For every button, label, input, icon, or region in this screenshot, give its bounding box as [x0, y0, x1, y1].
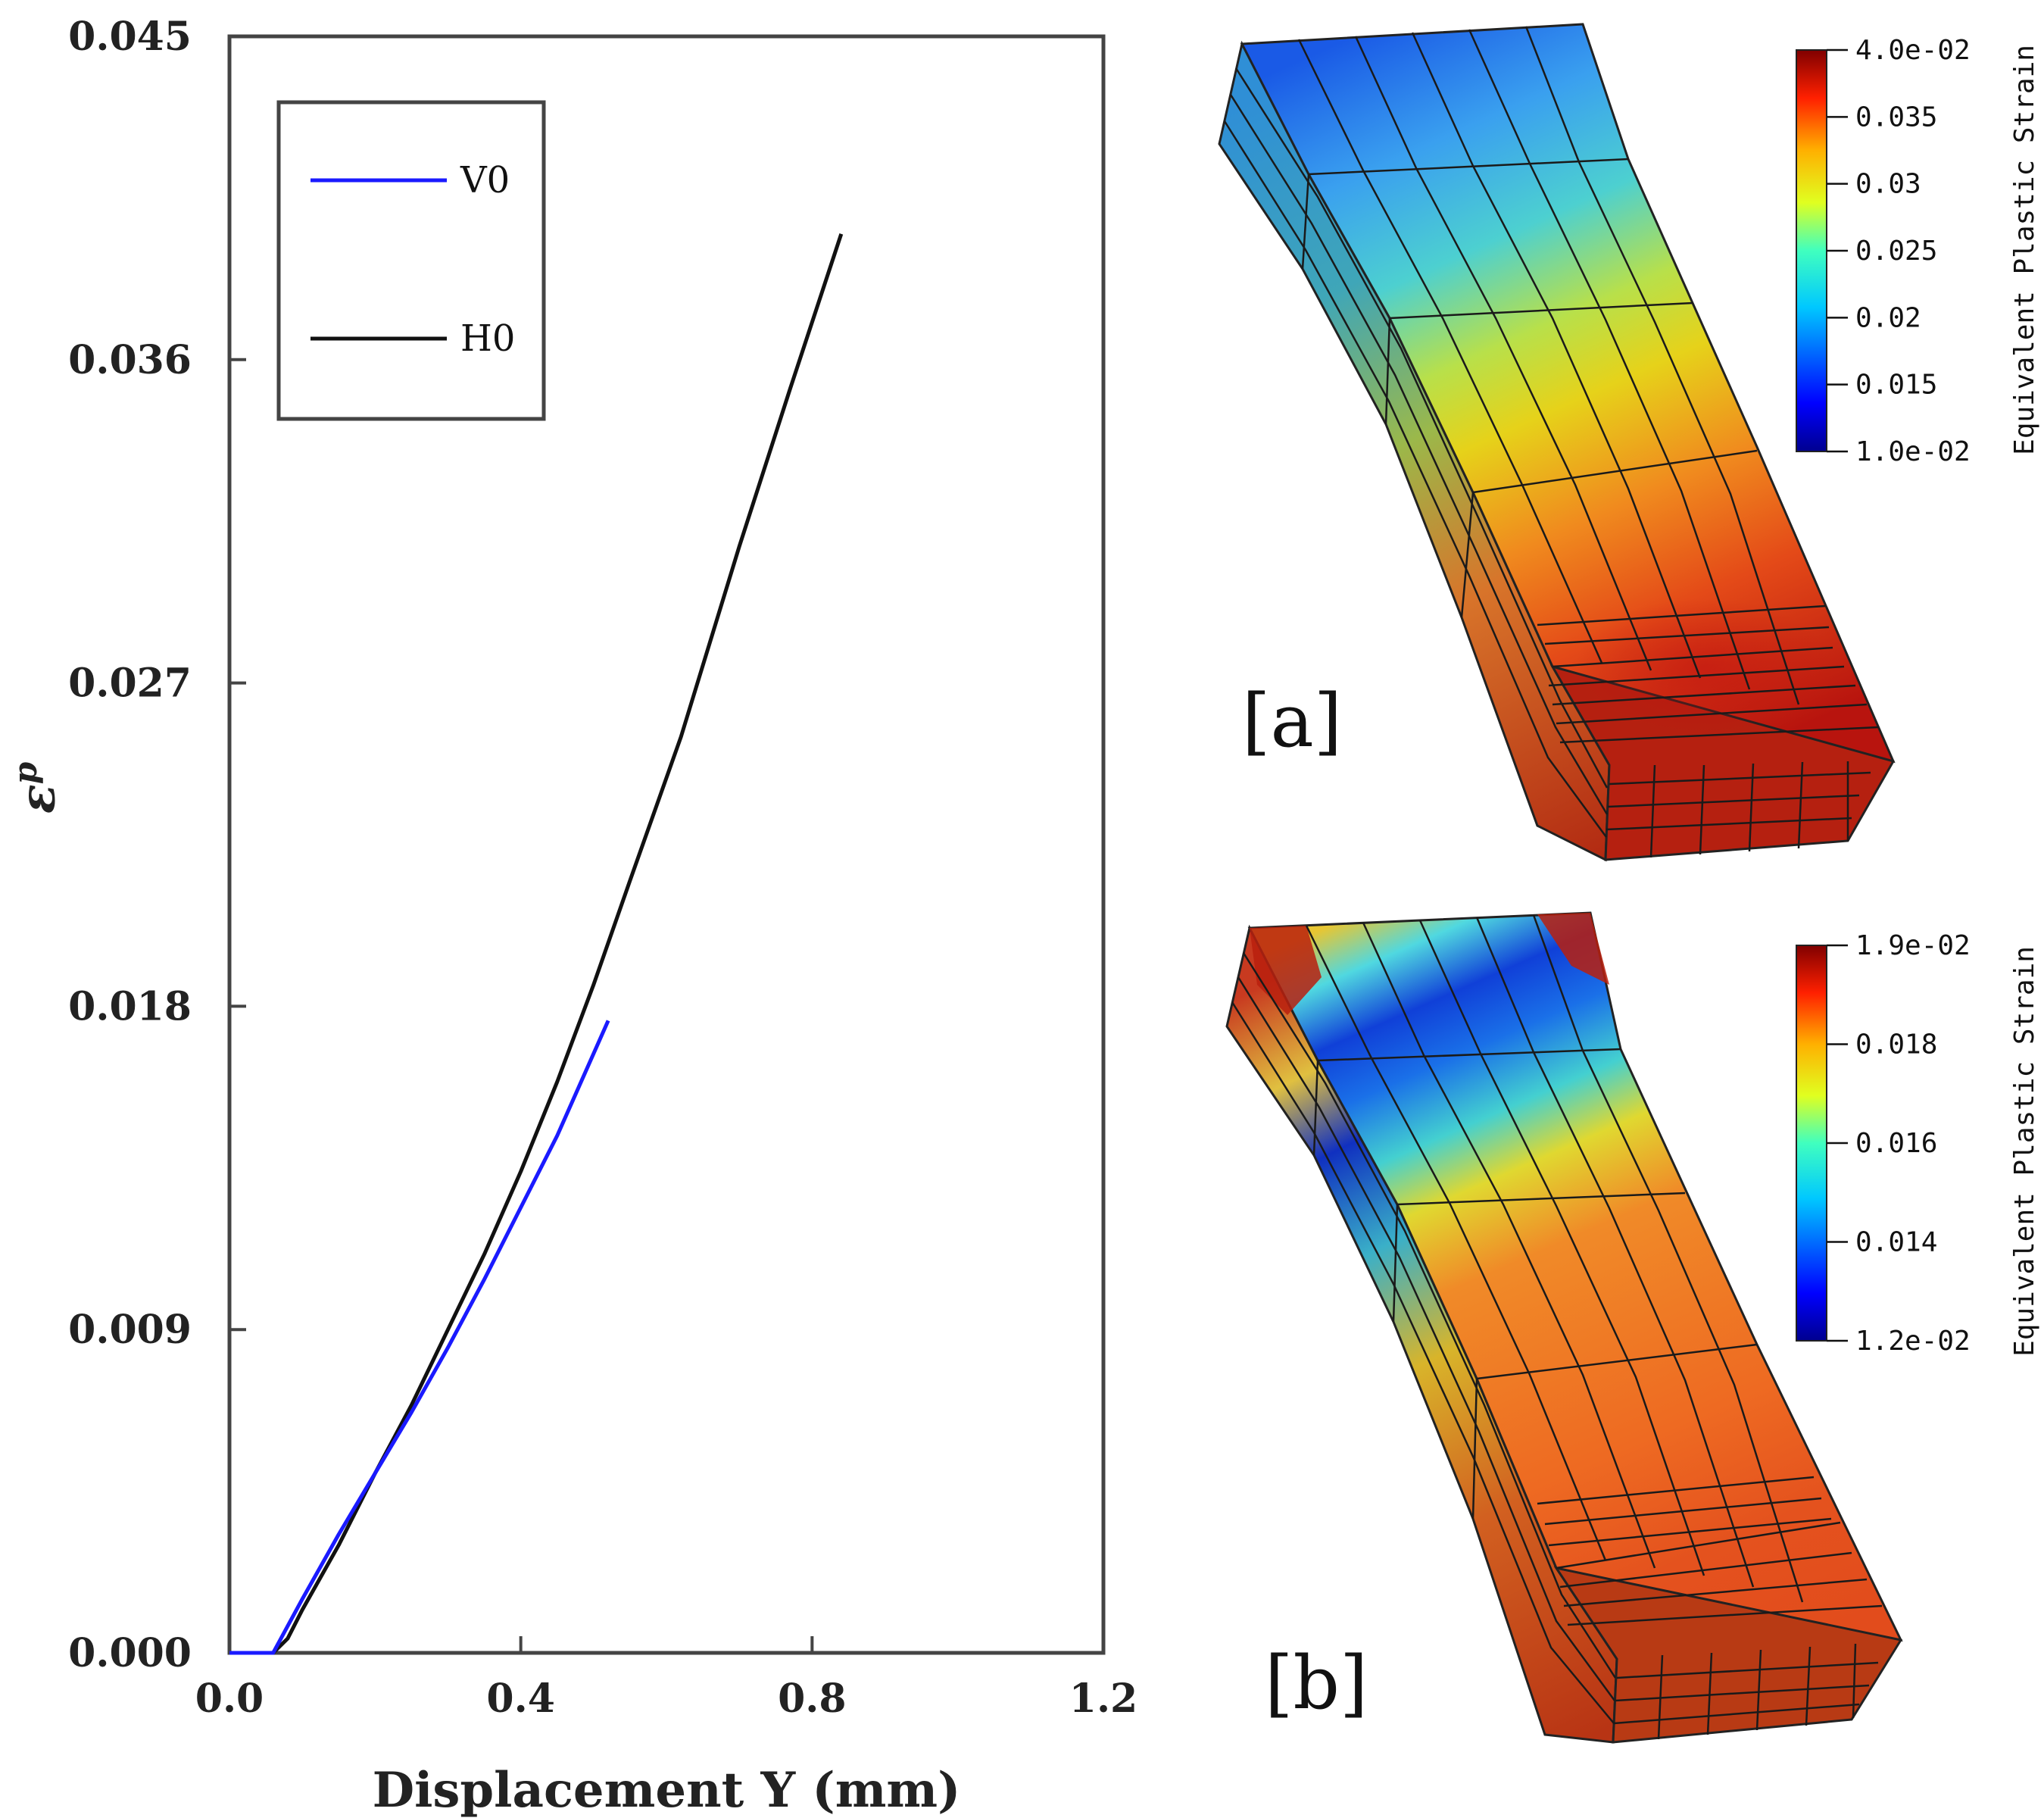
mesh-lines — [1231, 914, 1883, 1740]
svg-text:Equivalent Plastic Strain: Equivalent Plastic Strain — [2009, 45, 2040, 455]
y-tick-label: 0.036 — [68, 337, 192, 383]
legend-box — [276, 100, 546, 421]
colorbar-tick-label: 0.015 — [1855, 370, 1937, 401]
colorbar-a-ticks: 4.0e-02 0.035 0.03 0.025 0.02 0.015 1.0e-02 — [1827, 35, 1971, 467]
colorbar-tick-label: 0.03 — [1855, 169, 1921, 200]
legend-label-v0: V0 — [460, 159, 510, 201]
colorbar-tick-label: 4.0e-02 — [1855, 35, 1971, 66]
y-axis-ticks: 0.000 0.009 0.018 0.027 0.036 0.045 — [68, 14, 246, 1676]
colorbar-tick-label: 0.016 — [1855, 1128, 1937, 1159]
colorbar-tick-label: 0.018 — [1855, 1029, 1937, 1060]
x-tick-label: 0.8 — [778, 1676, 846, 1722]
x-tick-label: 1.2 — [1069, 1676, 1137, 1722]
contour-panel-b: 1.9e-02 0.018 0.016 0.014 1.2e-02 Equivalent… — [1225, 911, 2040, 1744]
svg-text:Equivalent Plastic Strain: Equivalent Plastic Strain — [2009, 946, 2040, 1357]
y-axis-title: εp — [7, 762, 67, 814]
y-tick-label: 0.027 — [68, 661, 192, 707]
y-axis-title-text: εp — [7, 762, 67, 814]
legend: V0 H0 — [276, 100, 546, 421]
colorbar-tick-label: 0.025 — [1855, 236, 1937, 267]
series-line-v0 — [229, 1020, 610, 1655]
contour-panel-a: 4.0e-02 0.035 0.03 0.025 0.02 0.015 1.0e-02 Eq… — [1218, 23, 2040, 862]
mesh-lines — [1223, 26, 1879, 858]
colorbar-a-title: Equivalent Plastic Strain — [2009, 45, 2040, 455]
colorbar-tick-label: 1.2e-02 — [1855, 1326, 1971, 1357]
y-tick-label: 0.009 — [68, 1307, 192, 1353]
hot-spot-shading — [1575, 598, 1833, 735]
panel-label-a: [a] — [1242, 679, 1342, 764]
colorbar-tick-label: 0.035 — [1855, 102, 1937, 133]
y-tick-label: 0.000 — [68, 1630, 192, 1676]
series-line-h0 — [229, 233, 844, 1655]
legend-label-h0: H0 — [460, 317, 515, 360]
colorbar-tick-label: 1.9e-02 — [1855, 930, 1971, 961]
x-tick-label: 0.4 — [486, 1676, 554, 1722]
colorbar-tick-label: 1.0e-02 — [1855, 436, 1971, 467]
colorbar-tick-label: 0.02 — [1855, 302, 1921, 333]
colorbar-b — [1796, 945, 1827, 1342]
corner-hotspot-right — [1537, 913, 1609, 985]
plot-frame — [227, 34, 1106, 1655]
y-tick-label: 0.045 — [68, 14, 192, 60]
panel-label-b: [b] — [1265, 1641, 1368, 1726]
colorbar-a — [1796, 49, 1827, 452]
x-axis-title: Displacement Y (mm) — [373, 1762, 961, 1818]
colorbar-b-title: Equivalent Plastic Strain — [2009, 946, 2040, 1357]
series-layer — [229, 233, 844, 1655]
x-tick-label: 0.0 — [195, 1676, 264, 1722]
colorbar-b-ticks: 1.9e-02 0.018 0.016 0.014 1.2e-02 — [1827, 930, 1971, 1357]
x-axis-ticks: 0.0 0.4 0.8 1.2 — [195, 1636, 1137, 1722]
line-chart: 0.000 0.009 0.018 0.027 0.036 0.045 0.0 0.4 0.8… — [7, 14, 1137, 1818]
y-tick-label: 0.018 — [68, 983, 192, 1029]
colorbar-tick-label: 0.014 — [1855, 1227, 1937, 1258]
